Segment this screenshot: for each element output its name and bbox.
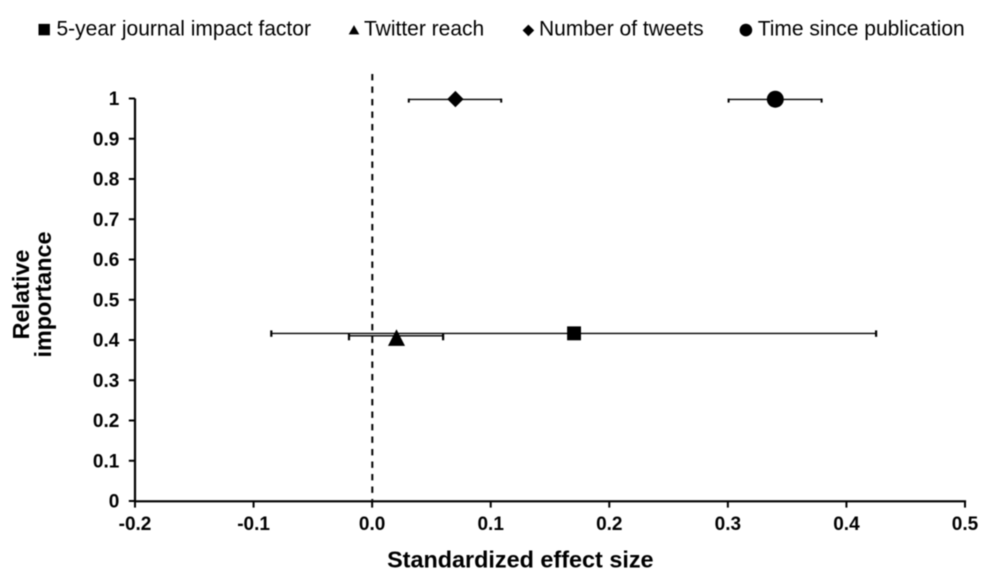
svg-text:0.3: 0.3 [93, 371, 119, 392]
svg-text:0.5: 0.5 [952, 514, 979, 535]
svg-text:5-year journal impact factor: 5-year journal impact factor [57, 18, 311, 41]
svg-text:importance: importance [30, 231, 56, 357]
svg-text:0.1: 0.1 [93, 451, 120, 472]
svg-text:0.3: 0.3 [715, 514, 741, 535]
svg-text:Number of tweets: Number of tweets [539, 18, 704, 41]
svg-text:-0.1: -0.1 [237, 514, 270, 535]
svg-text:0.4: 0.4 [833, 514, 860, 535]
svg-text:Time since publication: Time since publication [758, 18, 965, 41]
svg-text:0.2: 0.2 [93, 411, 119, 432]
svg-text:0.8: 0.8 [93, 170, 119, 191]
svg-text:Relative: Relative [8, 250, 34, 340]
svg-text:0.7: 0.7 [93, 210, 119, 231]
svg-text:1: 1 [109, 89, 120, 110]
svg-text:0.4: 0.4 [93, 331, 120, 352]
svg-text:Twitter reach: Twitter reach [364, 18, 484, 41]
svg-text:0.6: 0.6 [93, 250, 119, 271]
svg-text:0.9: 0.9 [93, 129, 119, 150]
svg-text:0.2: 0.2 [596, 514, 622, 535]
svg-text:-0.2: -0.2 [119, 514, 152, 535]
svg-text:0.5: 0.5 [93, 290, 120, 311]
svg-text:Standardized effect size: Standardized effect size [387, 546, 653, 572]
svg-text:0.1: 0.1 [477, 514, 504, 535]
svg-text:0.0: 0.0 [359, 514, 385, 535]
svg-text:0: 0 [109, 492, 120, 513]
